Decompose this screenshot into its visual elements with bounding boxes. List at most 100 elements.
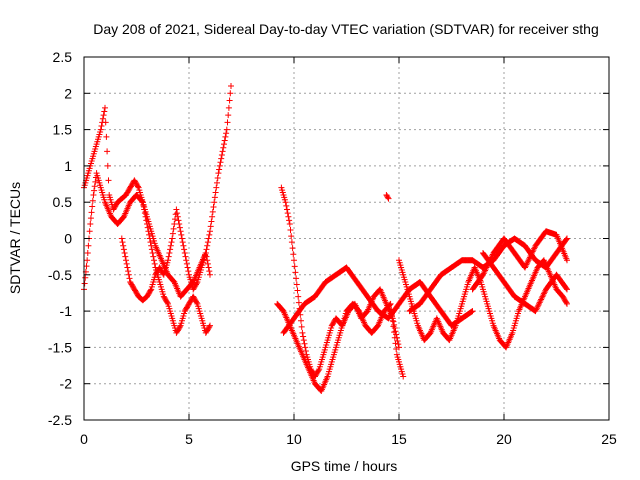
data-point <box>300 333 307 340</box>
data-point <box>393 346 400 353</box>
data-point <box>182 253 189 260</box>
data-point <box>173 206 180 213</box>
data-point <box>207 322 213 329</box>
data-point <box>395 341 402 348</box>
data-point <box>288 233 295 240</box>
data-point <box>564 286 570 293</box>
chart-title: Day 208 of 2021, Sidereal Day-to-day VTE… <box>93 21 599 37</box>
data-point <box>91 183 98 190</box>
data-point <box>285 213 292 220</box>
data-point <box>563 299 570 306</box>
data-point <box>207 228 213 235</box>
y-tick-label: -0.5 <box>48 267 72 283</box>
data-point <box>384 194 391 201</box>
data-point <box>391 329 398 336</box>
data-point <box>536 300 542 307</box>
series-track-g <box>383 191 392 202</box>
data-point <box>147 287 154 294</box>
data-point <box>228 83 234 90</box>
data-point <box>207 271 213 278</box>
grid <box>84 57 609 420</box>
data-point <box>387 300 394 307</box>
data-point <box>120 246 127 253</box>
data-point <box>126 275 133 282</box>
data-point <box>295 293 302 300</box>
data-point <box>84 257 91 264</box>
data-point <box>222 133 229 140</box>
data-point <box>221 141 227 148</box>
data-point <box>181 246 188 253</box>
data-point <box>97 126 104 133</box>
data-point <box>87 220 94 227</box>
y-tick-label: -1.5 <box>48 339 72 355</box>
data-point <box>167 242 174 249</box>
data-point <box>208 218 215 225</box>
data-point <box>291 263 298 270</box>
data-point <box>213 184 220 191</box>
data-point <box>525 257 532 264</box>
data-point <box>91 187 98 194</box>
data-point <box>211 194 218 201</box>
series-track-e <box>274 300 407 394</box>
data-point <box>146 231 153 238</box>
data-point <box>150 253 157 260</box>
data-point <box>120 242 127 249</box>
data-point <box>392 328 399 335</box>
data-point <box>210 204 217 211</box>
data-point <box>169 230 176 237</box>
data-point <box>168 239 175 246</box>
data-point <box>529 248 536 255</box>
data-point <box>183 257 190 264</box>
y-tick-label: -2.5 <box>48 412 72 428</box>
data-point <box>100 112 107 119</box>
data-point <box>389 317 396 324</box>
data-point <box>204 242 211 249</box>
data-point <box>88 209 95 216</box>
data-point <box>292 269 299 276</box>
data-point <box>223 126 230 133</box>
data-point <box>224 119 231 126</box>
data-point <box>203 246 210 253</box>
y-tick-label: -2 <box>60 376 73 392</box>
data-point <box>139 198 146 205</box>
series-track-j <box>469 228 570 293</box>
data-point <box>134 183 141 190</box>
data-point <box>482 267 489 274</box>
data-point <box>211 199 218 206</box>
data-point <box>202 250 209 257</box>
data-point <box>147 239 154 246</box>
data-point <box>169 235 176 242</box>
data-point <box>535 302 542 309</box>
data-point <box>386 301 393 308</box>
data-point <box>206 323 213 330</box>
data-point <box>532 308 539 315</box>
y-axis-label: SDTVAR / TECUs <box>7 182 23 294</box>
data-point <box>563 236 570 243</box>
data-point <box>206 268 213 275</box>
series-track-a <box>81 104 213 336</box>
data-point <box>184 264 191 271</box>
data-point <box>164 299 171 306</box>
data-point <box>102 119 109 126</box>
data-point <box>225 104 232 111</box>
data-point <box>286 220 293 227</box>
data-point <box>315 367 322 374</box>
data-point <box>121 250 128 257</box>
data-point <box>293 281 300 288</box>
data-point <box>531 245 538 252</box>
data-point <box>203 253 210 260</box>
data-point <box>283 202 290 209</box>
data-point <box>563 285 570 292</box>
data-point <box>82 274 89 281</box>
x-tick-label: 15 <box>391 431 407 447</box>
data-point <box>205 235 212 242</box>
data-point <box>293 275 300 282</box>
data-point <box>102 104 108 111</box>
data-point <box>212 189 219 196</box>
data-point <box>218 155 225 162</box>
data-point <box>170 225 177 232</box>
data-point <box>92 178 99 185</box>
data-point <box>284 210 291 217</box>
y-tick-label: -1 <box>60 303 73 319</box>
